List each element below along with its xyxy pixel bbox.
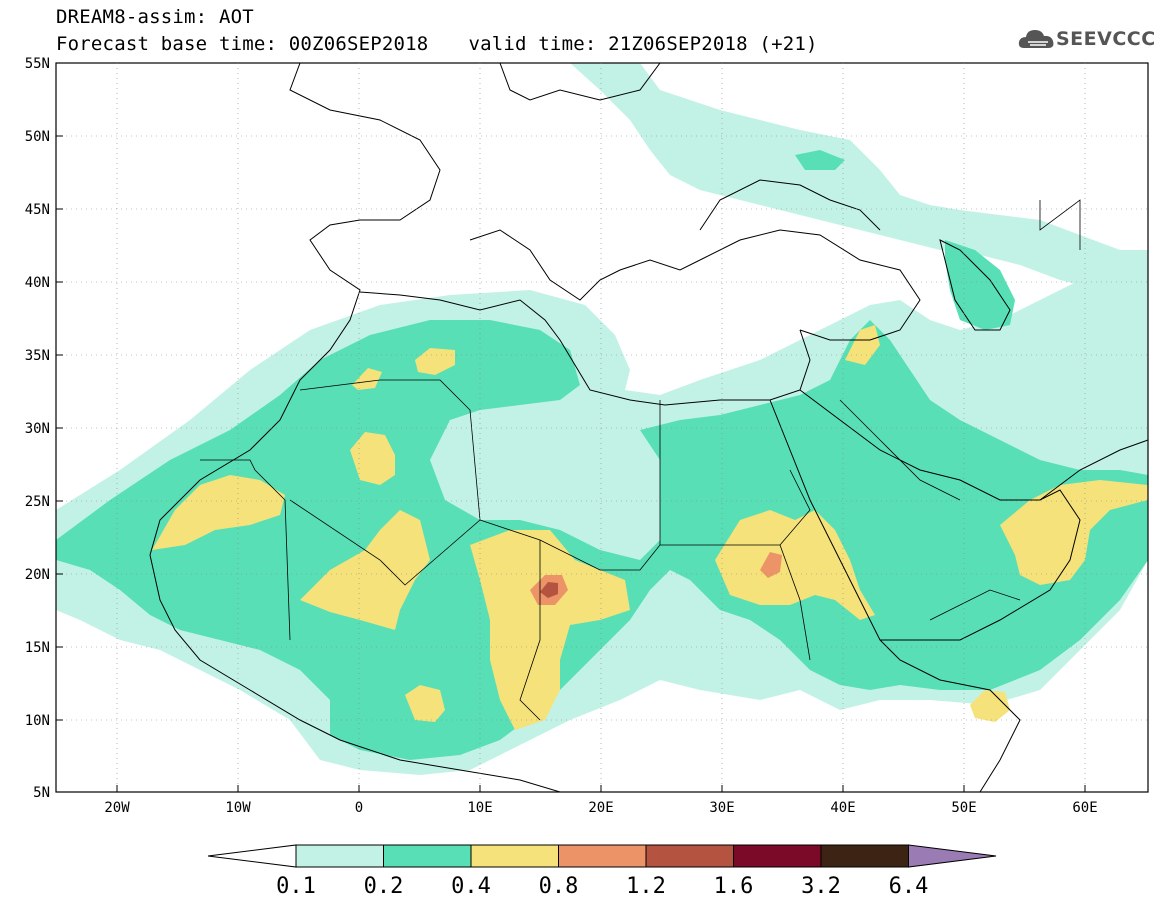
tick-marks [56, 62, 1086, 793]
aot-level-0.2-caspian [945, 240, 1015, 330]
aot-level-0.4-chad [470, 530, 630, 730]
colorbar-bin [295, 844, 384, 868]
lat-label: 55N [25, 56, 50, 72]
cloud-icon [1018, 30, 1054, 48]
colorbar-label: 3.2 [801, 874, 841, 899]
lat-label: 30N [25, 421, 50, 437]
lat-label: 15N [25, 640, 50, 656]
seevccc-logo: SEEVCCC [1018, 24, 1158, 54]
colorbar-high-arrow [908, 844, 997, 868]
forecast-times: Forecast base time: 00Z06SEP2018 valid ti… [56, 33, 818, 55]
colorbar-bin [470, 844, 559, 868]
colorbar-label: 0.1 [276, 874, 316, 899]
lat-label: 50N [25, 129, 50, 145]
aot-level-0.4-sudan [715, 510, 875, 620]
lon-label: 20W [104, 800, 130, 816]
aot-level-0.4-tunisia [415, 348, 455, 375]
colorbar-label: 0.4 [451, 874, 491, 899]
colorbar-label: 6.4 [889, 874, 929, 899]
colorbar-bin [645, 844, 734, 868]
aot-level-0.8-sudan [760, 552, 782, 578]
colorbar-bin [733, 844, 822, 868]
colorbar-label: 0.8 [539, 874, 579, 899]
lon-label: 20E [588, 800, 613, 816]
base-time: Forecast base time: 00Z06SEP2018 [56, 33, 429, 55]
colorbar-low-arrow [207, 844, 297, 868]
country-borders [200, 199, 1081, 721]
aot-level-0.4-westsahara [152, 475, 285, 550]
aot-level-0.1-north [570, 63, 1148, 290]
lon-label: 50E [951, 800, 976, 816]
aot-level-0.2-ukraine [795, 150, 845, 170]
longitude-labels: 20W 10W 0 10E 20E 30E 40E 50E 60E [104, 800, 1097, 816]
latitude-labels: 55N 50N 45N 40N 35N 30N 25N 20N 15N 10N … [25, 56, 50, 801]
lon-label: 40E [830, 800, 855, 816]
aot-level-0.4-algeria [350, 432, 395, 485]
colorbar-bin [820, 844, 909, 868]
lat-label: 45N [25, 202, 50, 218]
aot-level-0.4-ethiopia [970, 690, 1010, 722]
valid-time: valid time: 21Z06SEP2018 (+21) [468, 33, 818, 55]
lon-label: 0 [355, 800, 363, 816]
colorbar-label: 0.2 [364, 874, 404, 899]
aot-level-0.4-oman [1000, 480, 1148, 585]
lon-label: 10E [467, 800, 492, 816]
lat-label: 10N [25, 713, 50, 729]
colorbar-bin [558, 844, 647, 868]
lon-label: 60E [1072, 800, 1097, 816]
colorbar-label: 1.6 [714, 874, 754, 899]
lat-label: 25N [25, 494, 50, 510]
lat-label: 5N [33, 785, 50, 801]
aot-level-0.4-niger [300, 510, 430, 630]
colorbar-bin [383, 844, 472, 868]
aot-level-0.4-morocco [352, 368, 382, 390]
aot-level-0.4-nigeria [405, 685, 445, 722]
aot-field [56, 63, 1148, 775]
graticule [56, 63, 1148, 792]
colorbar-label: 1.2 [626, 874, 666, 899]
map-title: DREAM8-assim: AOT [56, 6, 254, 28]
lat-label: 20N [25, 567, 50, 583]
lon-label: 30E [709, 800, 734, 816]
lat-label: 35N [25, 348, 50, 364]
colorbar: 0.1 0.2 0.4 0.8 1.2 1.6 3.2 6.4 [207, 844, 997, 899]
lon-label: 10W [225, 800, 251, 816]
coastlines [149, 63, 1148, 792]
aot-level-0.2 [56, 320, 1148, 760]
lat-label: 40N [25, 275, 50, 291]
aot-level-1.2-chad [540, 582, 558, 598]
